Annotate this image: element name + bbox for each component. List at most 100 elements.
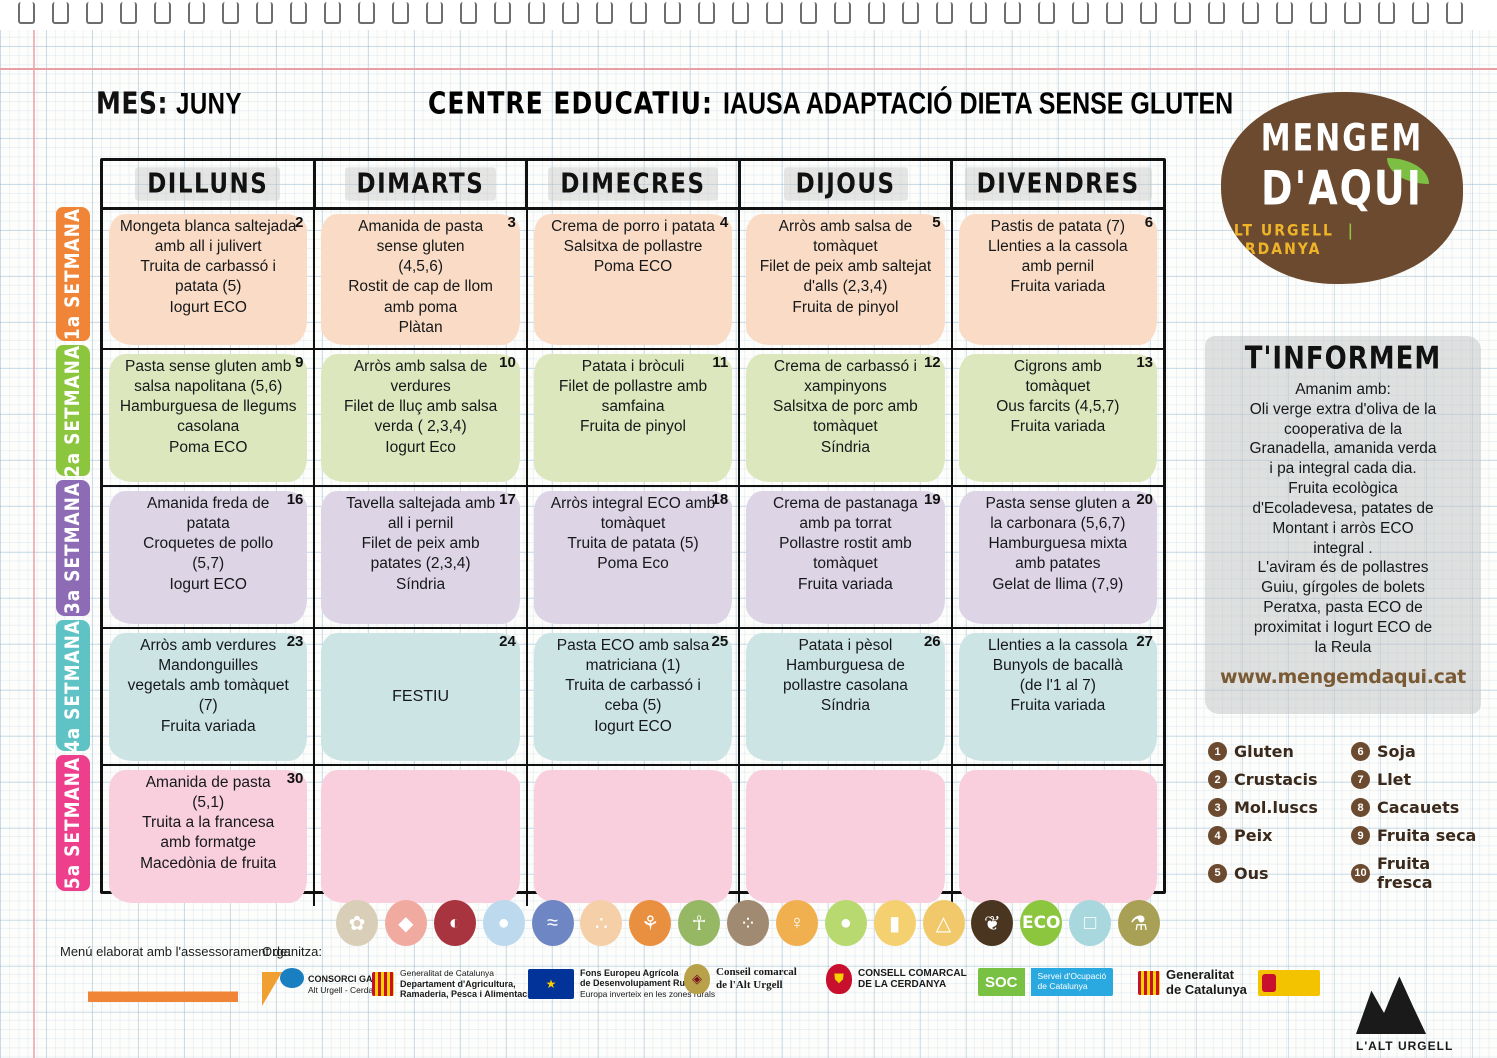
dish-line: Fruita variada bbox=[798, 575, 893, 593]
calendar-cell-day-empty[interactable] bbox=[740, 766, 953, 906]
dish-line: Fruita variada bbox=[1010, 418, 1106, 436]
calendar-cell-day-5[interactable]: 5 Arròs amb salsa de tomàquet Filet de peix… bbox=[740, 210, 953, 348]
margin-line-horizontal bbox=[0, 68, 1497, 70]
dish-line: Filet de peix amb bbox=[361, 535, 480, 553]
spiral-hole bbox=[1276, 2, 1293, 24]
vegetable-icon: ☥ bbox=[678, 900, 721, 946]
spiral-hole bbox=[1038, 2, 1055, 24]
gen-line1: Generalitat bbox=[1166, 967, 1234, 982]
dish-line: Llenties a la cassola bbox=[988, 637, 1128, 654]
milk-icon: □ bbox=[1069, 900, 1112, 946]
generalitat-logo: Generalitat de Catalunya bbox=[1138, 967, 1247, 998]
dish-line: all i pernil bbox=[387, 515, 454, 533]
allergen-number-badge: 4 bbox=[1208, 826, 1227, 845]
calendar-cell-day-6[interactable]: 6 Pastis de patata (7) Llenties a la casso… bbox=[953, 210, 1163, 348]
calendar-cell-day-30[interactable]: 30 Amanida de pasta (5,1) Truita a la franc… bbox=[103, 766, 316, 906]
calendar-cell-day-2[interactable]: 2 Mongeta blanca saltejada amb all i juliv… bbox=[103, 210, 316, 348]
calendar-cell-day-18[interactable]: 18 Arròs integral ECO amb tomàquet Truita d… bbox=[528, 487, 741, 627]
cheese-icon: △ bbox=[922, 900, 965, 946]
calendar-cell-day-4[interactable]: 4 Crema de porro i patata Salsitxa de poll… bbox=[528, 210, 741, 348]
day-number: 9 bbox=[295, 354, 304, 371]
allergen-item-crustacis: 2 Crustacis bbox=[1208, 770, 1345, 789]
tinformem-line: d'Ecoladevesa, patates de bbox=[1252, 499, 1434, 517]
tinformem-line: cooperativa de la bbox=[1283, 420, 1403, 438]
calendar-cell-day-26[interactable]: 26 Patata i pèsol Hamburguesa de pollastre … bbox=[740, 629, 953, 764]
consorci-gal-line2: Alt Urgell - Cerdanya bbox=[308, 984, 387, 995]
dish-line: Tavella saltejada amb bbox=[346, 495, 496, 512]
dish-list: Amanida de pasta sense gluten (4,5,6) Rosti… bbox=[322, 215, 518, 338]
tinformem-line: Peratxa, pasta ECO de bbox=[1263, 599, 1423, 617]
consorci-gal-line1: CONSORCI GAL bbox=[308, 974, 379, 985]
calendar-cell-day-17[interactable]: 17 Tavella saltejada amb all i pernil Filet… bbox=[315, 487, 528, 627]
eco-icon: ECO bbox=[1020, 900, 1063, 946]
spiral-hole bbox=[1446, 2, 1463, 24]
dish-list: Tavella saltejada amb all i pernil Filet d… bbox=[322, 492, 518, 595]
dish-line: Fruita variada bbox=[1010, 278, 1106, 296]
spiral-hole bbox=[460, 2, 477, 24]
calendar-cell-day-empty[interactable] bbox=[528, 766, 741, 906]
calendar-week-row: 30 Amanida de pasta (5,1) Truita a la franc… bbox=[103, 766, 1163, 906]
calendar-cell-day-13[interactable]: 13 Cigrons amb tomàquet Ous farcits (4,5,7)… bbox=[953, 350, 1163, 485]
dish-list: Pasta sense gluten a la carbonara (5,6,7)… bbox=[960, 492, 1156, 595]
cell-background-blob bbox=[109, 354, 308, 482]
calendar-cell-day-9[interactable]: 9 Pasta sense gluten amb salsa napolitana … bbox=[103, 350, 316, 485]
cell-background-blob bbox=[321, 491, 520, 624]
dish-line: matriciana (1) bbox=[585, 657, 681, 675]
calendar-cell-day-27[interactable]: 27 Llenties a la cassola Bunyols de bacall… bbox=[953, 629, 1163, 764]
cell-background-blob bbox=[321, 633, 520, 761]
day-number: 3 bbox=[507, 214, 516, 231]
day-number: 27 bbox=[1136, 633, 1154, 650]
dish-line: verdures bbox=[390, 378, 451, 396]
day-number: 11 bbox=[712, 354, 729, 371]
tinformem-line: la Reula bbox=[1314, 638, 1372, 656]
cell-background-blob bbox=[746, 491, 945, 624]
spiral-hole bbox=[222, 2, 239, 24]
dish-line: Pasta sense gluten amb bbox=[125, 358, 292, 375]
dish-line: Fruita de pinyol bbox=[580, 418, 686, 436]
dish-line: tomàquet bbox=[813, 238, 878, 256]
calendar-cell-day-25[interactable]: 25 Pasta ECO amb salsa matriciana (1) Truit… bbox=[528, 629, 741, 764]
spiral-hole bbox=[188, 2, 205, 24]
dish-line: casolana bbox=[177, 418, 240, 436]
calendar-cell-day-11[interactable]: 11 Patata i bròculi Filet de pollastre amb… bbox=[528, 350, 741, 485]
calendar-cell-day-19[interactable]: 19 Crema de pastanaga amb pa torrat Pollast… bbox=[740, 487, 953, 627]
day-number: 6 bbox=[1144, 214, 1154, 231]
day-number: 5 bbox=[932, 214, 941, 231]
calendar-cell-day-24[interactable]: 24 FESTIU bbox=[315, 629, 528, 764]
dish-line: Truita a la francesa bbox=[142, 814, 275, 832]
spiral-hole bbox=[630, 2, 647, 24]
day-number: 20 bbox=[1136, 491, 1154, 508]
calendar-cell-day-10[interactable]: 10 Arròs amb salsa de verdures Filet de llu… bbox=[315, 350, 528, 485]
cell-background-blob bbox=[958, 770, 1158, 903]
calendar-cell-day-16[interactable]: 16 Amanida freda de patata Croquetes de pol… bbox=[103, 487, 316, 627]
day-number: 12 bbox=[923, 354, 941, 371]
website-url[interactable]: www.mengemdaqui.cat bbox=[1220, 665, 1466, 688]
egg-icon: ● bbox=[482, 900, 525, 946]
dish-line: Mongeta blanca saltejada bbox=[119, 218, 297, 235]
week-tab-3: 3a SETMANA bbox=[56, 480, 90, 616]
calendar-cell-day-empty[interactable] bbox=[953, 766, 1163, 906]
spiral-hole bbox=[902, 2, 919, 24]
margin-line-vertical bbox=[33, 0, 35, 1058]
spiral-hole bbox=[800, 2, 817, 24]
fons-europeu-logo: ★ Fons Europeu Agrícola de Desenvolupamen… bbox=[528, 968, 715, 999]
calendar-cell-day-20[interactable]: 20 Pasta sense gluten a la carbonara (5,6,… bbox=[953, 487, 1163, 627]
dish-line: Filet de pollastre amb bbox=[558, 378, 708, 396]
allergen-name: Ous bbox=[1234, 863, 1269, 883]
tinformem-line: Granadella, amanida verda bbox=[1249, 440, 1437, 458]
allergen-item-soja: 6 Soja bbox=[1351, 742, 1488, 761]
assessorament-sketch-logo bbox=[88, 966, 238, 1012]
dish-list: Llenties a la cassola Bunyols de bacallà (… bbox=[960, 634, 1156, 717]
calendar-cell-day-3[interactable]: 3 Amanida de pasta sense gluten (4,5,6) Rost… bbox=[315, 210, 528, 348]
dish-line: Amanida freda de bbox=[147, 495, 270, 512]
wheat-icon: ⚘ bbox=[629, 900, 672, 946]
assessorament-label: Menú elaborat amb l'assessorament de: bbox=[60, 944, 291, 959]
calendar-cell-day-12[interactable]: 12 Crema de carbassó i xampinyons Salsitxa … bbox=[740, 350, 953, 485]
mountain-icon bbox=[1356, 976, 1426, 1034]
soc-mark: SOC bbox=[978, 968, 1025, 996]
spiral-hole bbox=[1174, 2, 1191, 24]
consorci-gal-logo: CONSORCI GAL Alt Urgell - Cerdanya bbox=[262, 964, 387, 1006]
calendar-cell-day-23[interactable]: 23 Arròs amb verdures Mandonguilles vegetal… bbox=[103, 629, 316, 764]
calendar-cell-day-empty[interactable] bbox=[315, 766, 528, 906]
generalitat-agricultura-logo: Generalitat de Catalunya Departament d'Ag… bbox=[372, 968, 535, 999]
